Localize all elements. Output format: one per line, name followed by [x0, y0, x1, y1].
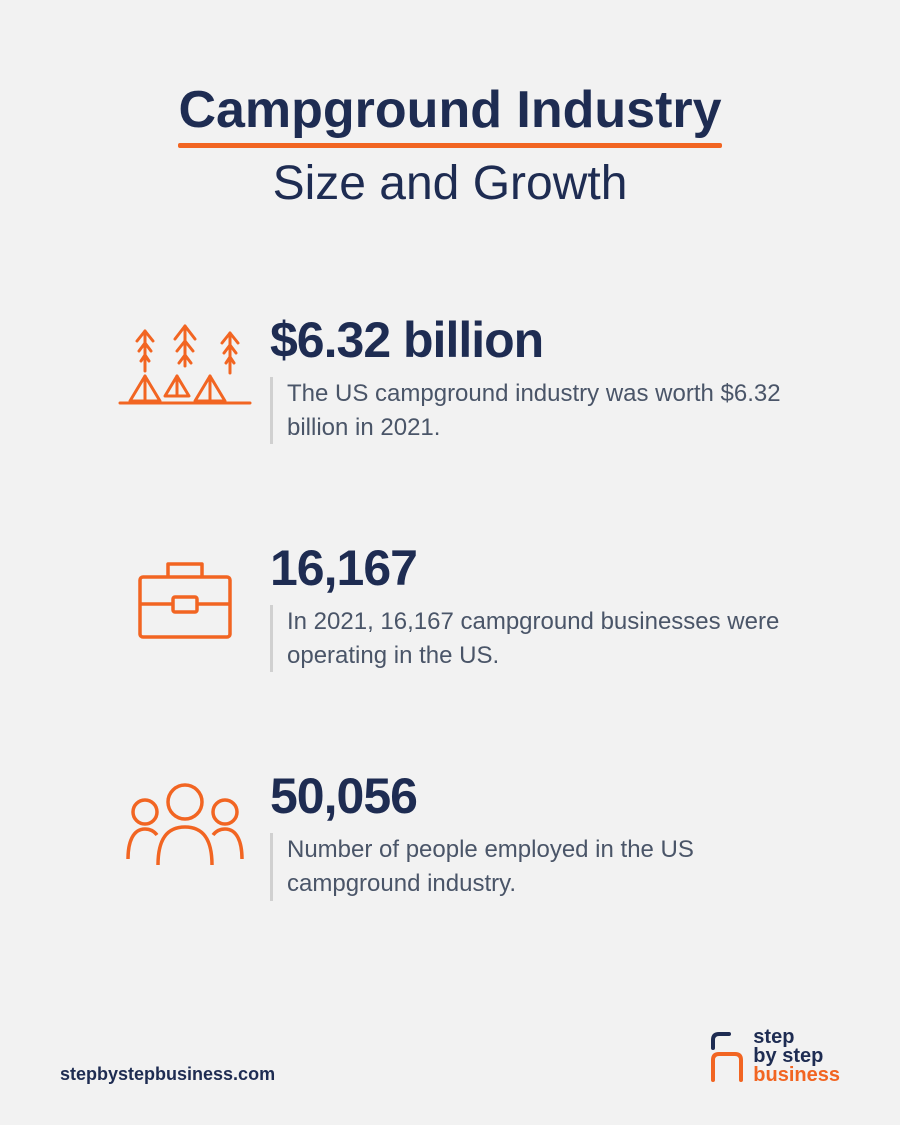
- stat-value: 16,167: [270, 539, 840, 597]
- stat-row-revenue: $6.32 billion The US campground industry…: [60, 311, 840, 444]
- briefcase-icon: [110, 539, 260, 644]
- footer-url: stepbystepbusiness.com: [60, 1064, 275, 1085]
- stat-content-employees: 50,056 Number of people employed in the …: [260, 767, 840, 900]
- footer: stepbystepbusiness.com step by step busi…: [60, 1028, 840, 1085]
- stat-content-revenue: $6.32 billion The US campground industry…: [260, 311, 840, 444]
- people-icon: [110, 767, 260, 872]
- stat-row-businesses: 16,167 In 2021, 16,167 campground busine…: [60, 539, 840, 672]
- stat-description: In 2021, 16,167 campground businesses we…: [270, 605, 790, 672]
- logo-icon: [707, 1030, 745, 1085]
- stat-description: Number of people employed in the US camp…: [270, 833, 790, 900]
- stat-content-businesses: 16,167 In 2021, 16,167 campground busine…: [260, 539, 840, 672]
- logo-text: step by step business: [753, 1028, 840, 1085]
- title-line2: Size and Growth: [60, 156, 840, 211]
- stat-row-employees: 50,056 Number of people employed in the …: [60, 767, 840, 900]
- stat-value: 50,056: [270, 767, 840, 825]
- stat-description: The US campground industry was worth $6.…: [270, 377, 790, 444]
- campground-icon: [110, 311, 260, 411]
- logo: step by step business: [707, 1028, 840, 1085]
- title-line1: Campground Industry: [178, 80, 721, 146]
- stat-value: $6.32 billion: [270, 311, 840, 369]
- logo-line3: business: [753, 1066, 840, 1085]
- header: Campground Industry Size and Growth: [60, 80, 840, 211]
